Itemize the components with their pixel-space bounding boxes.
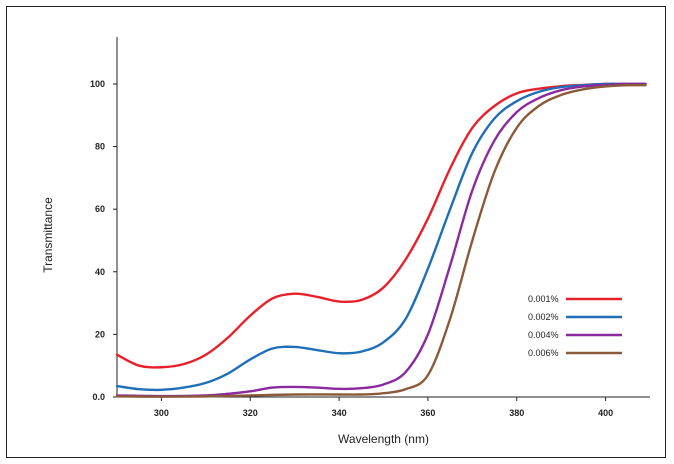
x-tick-label: 380: [509, 408, 524, 418]
series-lines: [115, 82, 647, 398]
chart-frame: [6, 6, 666, 458]
legend-label: 0.001%: [528, 294, 559, 304]
x-tick-label: 320: [243, 408, 258, 418]
legend-label: 0.004%: [528, 330, 559, 340]
series-line: [115, 82, 647, 398]
series-line: [115, 82, 647, 369]
y-tick-label: 80: [95, 142, 105, 152]
x-tick-label: 300: [154, 408, 169, 418]
y-tick-label: 0.0: [92, 392, 105, 402]
y-tick-label: 60: [95, 204, 105, 214]
x-tick-label: 400: [598, 408, 613, 418]
legend-label: 0.006%: [528, 348, 559, 358]
series-line: [115, 83, 647, 398]
series-line: [115, 82, 647, 392]
x-tick-label: 360: [420, 408, 435, 418]
y-axis-title: Transmittance: [41, 197, 55, 273]
legend: 0.001% 0.002% 0.004% 0.006%: [528, 294, 622, 358]
y-tick-label: 20: [95, 329, 105, 339]
y-tick-label: 100: [90, 79, 105, 89]
x-axis-title: Wavelength (nm): [338, 432, 429, 446]
legend-label: 0.002%: [528, 312, 559, 322]
x-tick-label: 340: [332, 408, 347, 418]
x-ticks: 300 320 340 360 380 400: [154, 397, 613, 418]
y-tick-label: 40: [95, 267, 105, 277]
y-ticks: 0.0 20 40 60 80 100: [90, 79, 117, 402]
